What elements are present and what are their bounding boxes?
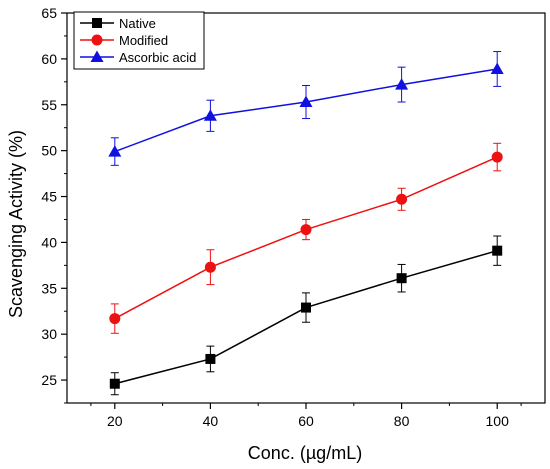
- y-tick-label: 35: [41, 280, 57, 296]
- data-point: [395, 78, 409, 90]
- y-axis-title: Scavenging Activity (%): [6, 130, 26, 318]
- legend-marker: [90, 50, 104, 62]
- y-tick-label: 60: [41, 51, 57, 67]
- tick-marks: [61, 12, 522, 409]
- y-tick-label: 65: [41, 5, 57, 21]
- data-point: [396, 193, 408, 205]
- data-point: [300, 224, 312, 236]
- x-tick-label: 60: [298, 413, 314, 429]
- plot-frame: [66, 12, 546, 404]
- data-point: [108, 145, 122, 157]
- y-tick-label: 50: [41, 143, 57, 159]
- x-tick-label: 100: [486, 413, 510, 429]
- legend-label: Modified: [119, 33, 168, 48]
- legend-marker: [91, 34, 103, 46]
- x-tick-label: 40: [203, 413, 219, 429]
- data-point: [490, 62, 504, 74]
- x-tick-label: 80: [394, 413, 410, 429]
- series-native: [109, 235, 503, 396]
- data-point: [299, 95, 313, 108]
- series-ascorbic-acid: [108, 51, 504, 166]
- chart-axes: [66, 12, 546, 404]
- y-tick-label: 25: [41, 372, 57, 388]
- legend: Native Modified Ascorbic acid: [73, 11, 205, 70]
- data-point: [109, 378, 120, 389]
- data-point: [492, 245, 503, 256]
- data-point: [203, 109, 217, 121]
- legend-marker: [92, 18, 102, 28]
- legend-label: Native: [119, 16, 156, 31]
- series-layer: [108, 51, 504, 396]
- legend-label: Ascorbic acid: [119, 50, 196, 65]
- data-point: [301, 302, 311, 313]
- x-axis-title: Conc. (µg/mL): [248, 443, 362, 463]
- data-point: [396, 273, 407, 284]
- y-tick-label: 55: [41, 97, 57, 113]
- y-tick-label: 30: [41, 326, 57, 342]
- x-tick-label: 20: [107, 413, 123, 429]
- tick-labels: 20 40 60 80 100 25 30 35 40 45 50 55 60 65: [41, 5, 509, 429]
- data-point: [491, 151, 503, 163]
- y-tick-label: 45: [41, 189, 57, 205]
- data-point: [109, 313, 121, 325]
- y-tick-label: 40: [41, 234, 57, 250]
- series-modified: [109, 142, 503, 334]
- data-point: [204, 261, 216, 273]
- data-point: [205, 353, 216, 364]
